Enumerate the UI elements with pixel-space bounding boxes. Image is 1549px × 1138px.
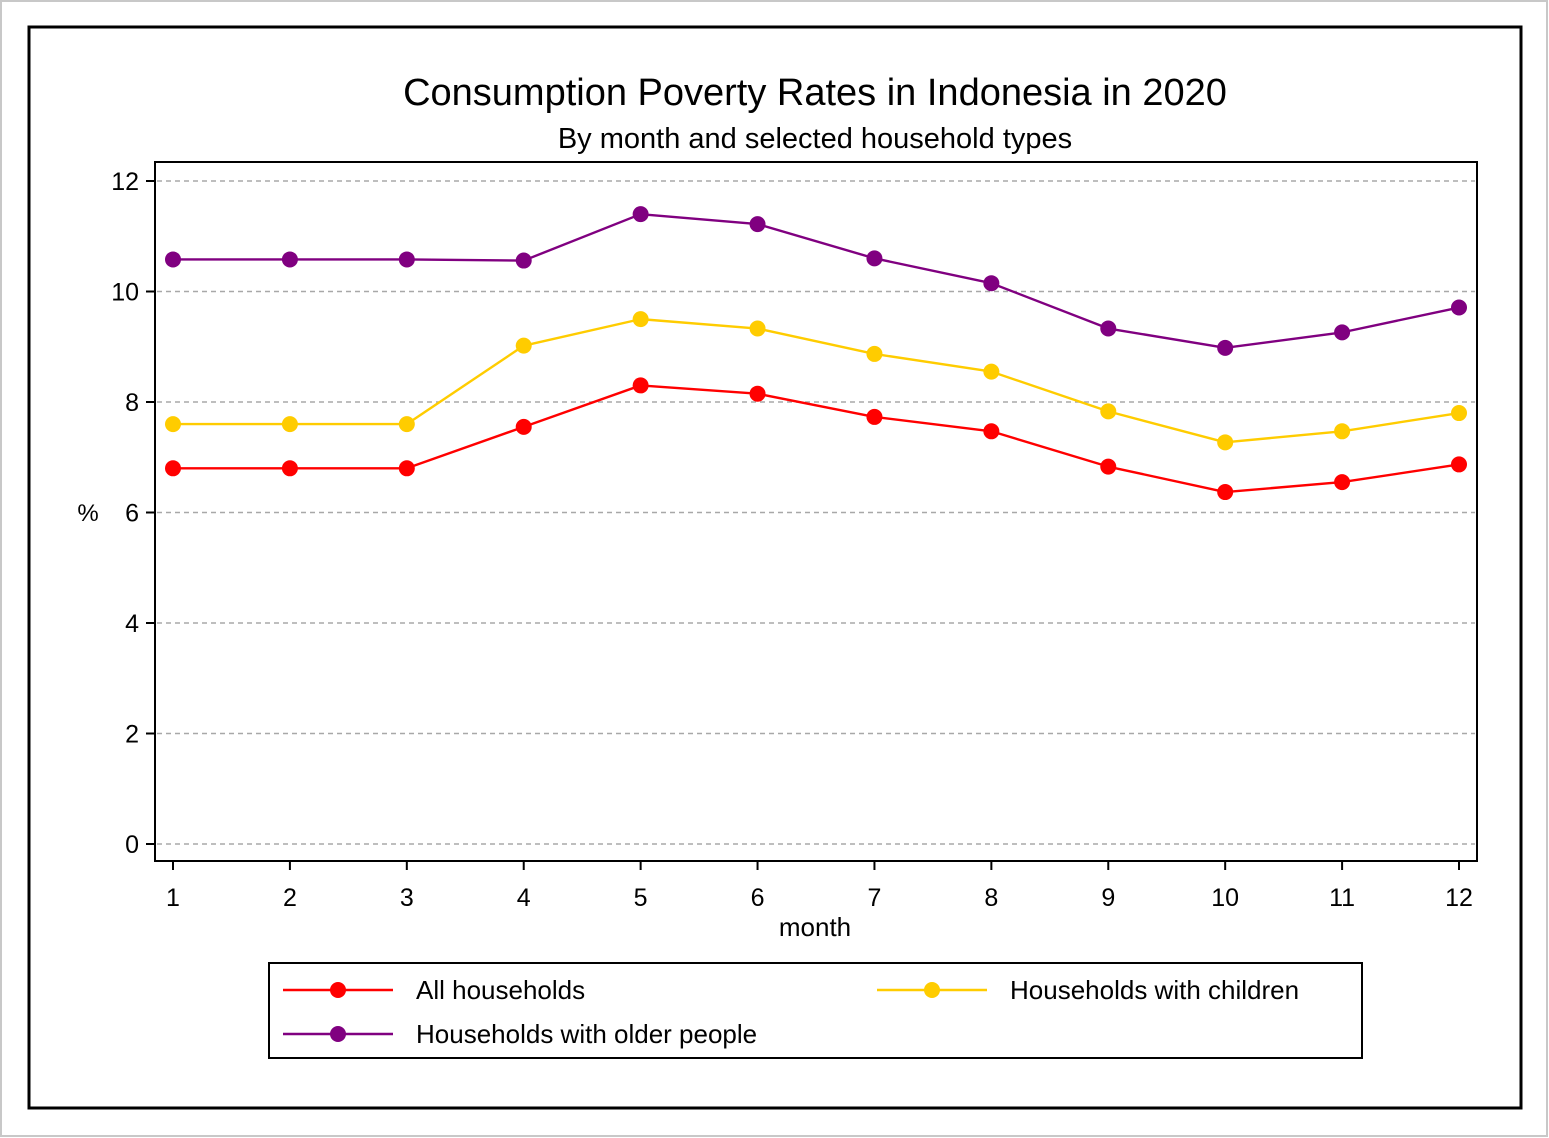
x-tick-label: 2 <box>283 884 297 912</box>
series-lines <box>165 206 1467 501</box>
data-point <box>398 251 415 268</box>
x-tick-label: 8 <box>984 884 998 912</box>
figure-frame <box>27 25 1523 1110</box>
data-point <box>515 418 532 435</box>
legend-marker-1 <box>330 982 346 998</box>
x-tick-label: 11 <box>1329 884 1355 912</box>
data-point <box>749 385 766 402</box>
y-tick-label: 10 <box>111 279 139 307</box>
y-tick-label: 12 <box>111 168 139 196</box>
legend-label-1: All households <box>416 975 585 1005</box>
data-point <box>866 250 883 267</box>
legend-label-3: Households with older people <box>416 1019 757 1049</box>
data-point <box>1334 474 1351 491</box>
legend-entries: All households Households with children Ho… <box>283 975 1299 1049</box>
data-point <box>398 460 415 477</box>
data-point <box>281 251 298 268</box>
data-point <box>749 320 766 337</box>
legend-box <box>268 962 1363 1059</box>
data-point <box>1217 434 1234 451</box>
data-point <box>866 345 883 362</box>
y-axis-label: % <box>77 500 98 527</box>
data-point <box>749 216 766 233</box>
x-tick-label: 6 <box>751 884 765 912</box>
data-point <box>983 275 1000 292</box>
data-point <box>983 423 1000 440</box>
data-point <box>1451 405 1467 422</box>
series-line-2 <box>173 317 1460 444</box>
data-point <box>398 416 415 433</box>
y-tick-label: 6 <box>125 500 139 528</box>
y-tick-label: 8 <box>125 389 139 417</box>
y-tick-label: 0 <box>125 831 139 859</box>
chart-title: Consumption Poverty Rates in Indonesia i… <box>403 72 1227 114</box>
x-tick-label: 10 <box>1211 884 1239 912</box>
data-point <box>165 251 181 268</box>
x-tick-label: 3 <box>400 884 414 912</box>
data-point <box>281 460 298 477</box>
data-point <box>1100 320 1117 337</box>
x-tick-label: 4 <box>517 884 531 912</box>
data-point <box>165 416 181 433</box>
data-point <box>632 206 649 223</box>
data-point <box>866 408 883 425</box>
legend: All households Households with children Ho… <box>268 962 1363 1059</box>
data-point <box>1334 324 1351 341</box>
data-point <box>1100 458 1117 475</box>
data-point <box>1217 339 1234 356</box>
data-point <box>632 377 649 394</box>
legend-label-2: Households with children <box>1010 975 1299 1005</box>
data-point <box>1217 484 1234 501</box>
data-point <box>1451 456 1467 473</box>
x-tick-label: 9 <box>1101 884 1115 912</box>
legend-marker-2 <box>924 982 940 998</box>
x-tick-label: 1 <box>166 884 180 912</box>
data-point <box>1334 423 1351 440</box>
x-tick-label: 7 <box>868 884 882 912</box>
data-point <box>632 311 649 328</box>
series-line-1 <box>173 384 1460 494</box>
x-tick-label: 5 <box>634 884 648 912</box>
legend-marker-3 <box>330 1026 346 1042</box>
data-point <box>1451 299 1467 316</box>
x-tick-label: 12 <box>1445 884 1473 912</box>
gridlines <box>157 180 1475 845</box>
data-point <box>983 363 1000 380</box>
x-axis-label: month <box>779 912 851 942</box>
y-tick-label: 4 <box>125 610 139 638</box>
series-line-3 <box>173 212 1460 350</box>
chart-subtitle: By month and selected household types <box>558 123 1072 155</box>
data-point <box>165 460 181 477</box>
data-point <box>515 252 532 269</box>
data-point <box>281 416 298 433</box>
data-point <box>515 337 532 354</box>
y-tick-label: 2 <box>125 721 139 749</box>
data-point <box>1100 403 1117 420</box>
